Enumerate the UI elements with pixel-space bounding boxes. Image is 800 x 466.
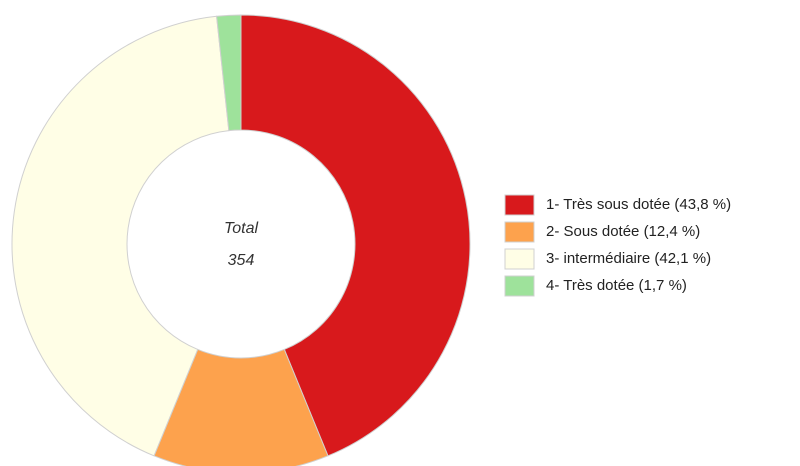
slice — [153, 348, 329, 466]
slice — [240, 14, 471, 457]
legend-swatch — [504, 221, 535, 243]
legend-label: 3- intermédiaire (42,1 %) — [546, 250, 711, 267]
legend-swatch — [504, 275, 535, 297]
legend-swatch — [504, 248, 535, 270]
legend-label: 1- Très sous dotée (43,8 %) — [546, 196, 731, 213]
legend-swatch — [504, 194, 535, 216]
slice — [11, 15, 230, 457]
center-total: 354 — [228, 252, 255, 269]
slice — [216, 14, 242, 132]
legend-label: 4- Très dotée (1,7 %) — [546, 277, 687, 294]
center-label: Total — [224, 220, 259, 237]
legend-label: 2- Sous dotée (12,4 %) — [546, 223, 700, 240]
